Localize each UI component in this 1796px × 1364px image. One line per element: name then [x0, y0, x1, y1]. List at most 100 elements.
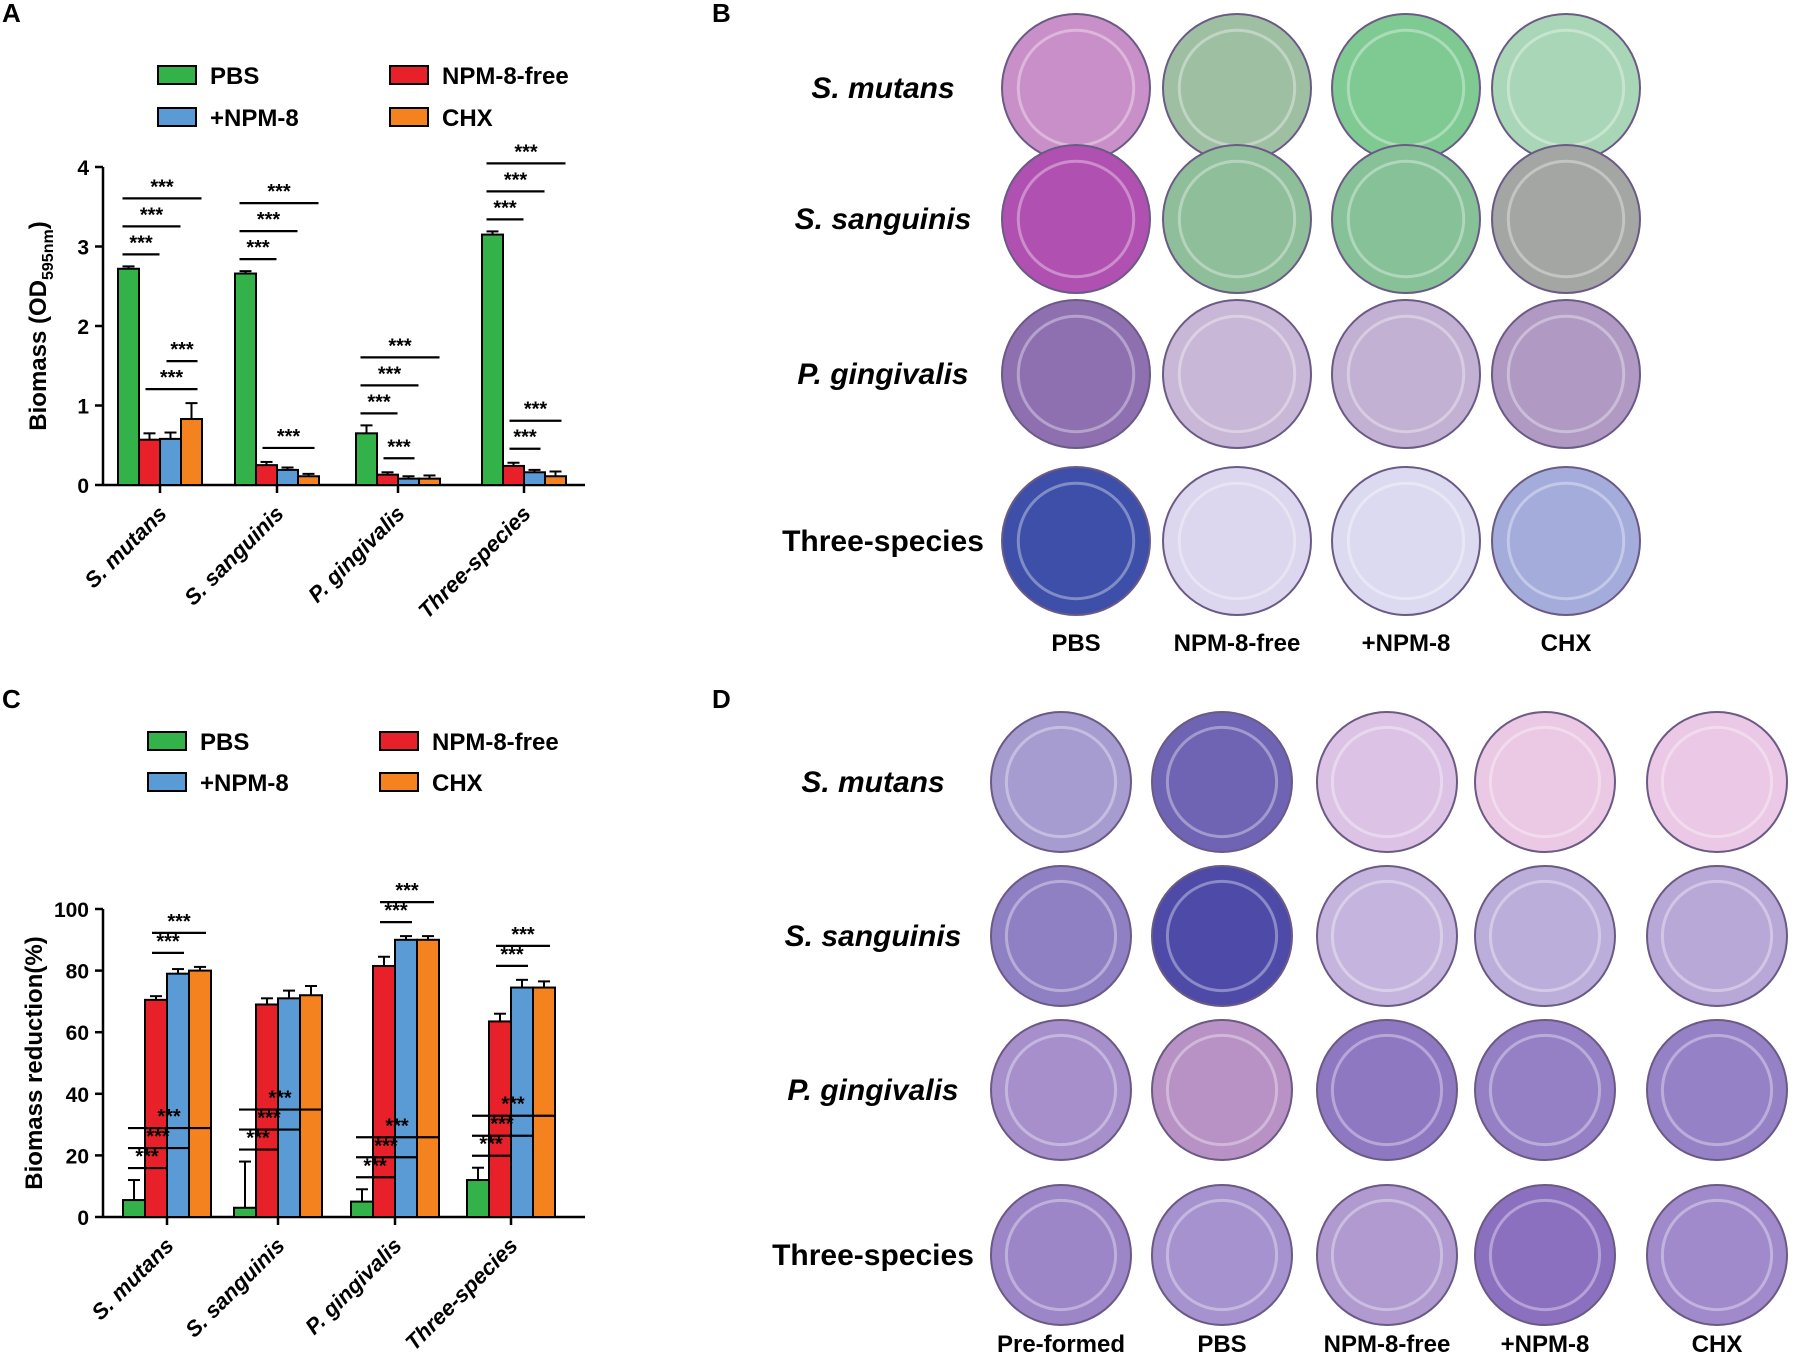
panel-d-well-rim	[1330, 725, 1444, 839]
y-tick-label: 40	[66, 1084, 89, 1107]
bar-s-mutans-chx	[180, 418, 203, 487]
bar-s-mutans-pbs	[122, 1199, 146, 1219]
panel-b-column-label-pbs: PBS	[1051, 630, 1100, 657]
panel-d-column-label-npm-8-free: NPM-8-free	[1324, 1331, 1451, 1358]
y-axis-title: Biomass reduction(%)	[21, 936, 48, 1189]
panel-d-well-s-mutans-npm-8-free	[1316, 711, 1458, 853]
panel-d-well-rim	[1165, 1033, 1279, 1147]
bar-s-mutans-chx	[188, 969, 212, 1218]
significance-label: ***	[257, 209, 281, 231]
significance-label: ***	[514, 141, 538, 163]
significance-label: ***	[378, 363, 402, 385]
panel-d-well-rim	[1488, 725, 1602, 839]
panel-d-well-rim	[1004, 1198, 1118, 1312]
legend-label-pbs: PBS	[200, 729, 249, 756]
panel-d-well-rim	[1330, 1198, 1444, 1312]
significance-label: ***	[135, 1146, 159, 1168]
significance-label: ***	[268, 1088, 292, 1110]
significance-label: ***	[160, 367, 184, 389]
panel-d-row-label-p-gingivalis: P. gingivalis	[787, 1074, 958, 1107]
x-tick-label-p-gingivalis: P. gingivalis	[303, 501, 409, 607]
panel-b-well-p-gingivalis-npm-8	[1331, 299, 1481, 449]
bar-s-sanguinis-pbs	[233, 1206, 257, 1219]
panel-b-column-label-chx: CHX	[1541, 630, 1592, 657]
significance-label: ***	[500, 944, 524, 966]
bar-s-sanguinis-npm-8-free	[255, 464, 278, 486]
panel-d-well-rim	[1660, 879, 1774, 993]
panel-d-well-p-gingivalis-chx	[1646, 1019, 1788, 1161]
bar-three-species-npm-8	[523, 471, 546, 486]
x-tick-label-s-sanguinis: S. sanguinis	[180, 1233, 289, 1342]
panel-d-well-rim	[1488, 1033, 1602, 1147]
panel-b-well-p-gingivalis-chx	[1491, 299, 1641, 449]
panel-b-well-rim	[1016, 314, 1136, 434]
panel-d-well-rim	[1004, 879, 1118, 993]
legend-swatch-pbs	[157, 65, 197, 85]
panel-d-well-s-sanguinis-npm-8	[1474, 865, 1616, 1007]
bar-s-mutans-npm-8	[166, 972, 190, 1218]
bar-p-gingivalis-chx	[416, 938, 440, 1218]
panel-b-well-s-mutans-pbs	[1001, 13, 1151, 163]
significance-label: ***	[146, 1126, 170, 1148]
y-tick-label: 20	[66, 1145, 89, 1168]
bar-p-gingivalis-chx	[418, 477, 441, 487]
panel-b-well-p-gingivalis-npm-8-free	[1162, 299, 1312, 449]
panel-d-well-three-species-chx	[1646, 1184, 1788, 1326]
y-axis-title: Biomass (OD595nm)	[25, 221, 57, 430]
panel-d-well-p-gingivalis-pre-formed	[990, 1019, 1132, 1161]
significance-label: ***	[374, 1135, 398, 1157]
panel-b-well-rim	[1506, 159, 1626, 279]
significance-label: ***	[367, 391, 391, 413]
legend-label-npm-8: +NPM-8	[200, 770, 289, 797]
panel-b-column-label-npm-8: +NPM-8	[1362, 630, 1451, 657]
panel-d-well-three-species-pbs	[1151, 1184, 1293, 1326]
panel-b-row-label-s-mutans: S. mutans	[811, 72, 954, 105]
panel-b-well-rim	[1506, 314, 1626, 434]
chart-a-biomass: PBS NPM-8-free +NPM-8 CHX 0 1 2 3 4 Biomass (OD59…	[25, 63, 585, 623]
significance-label: ***	[524, 399, 548, 421]
bar-s-mutans-npm-8	[159, 437, 182, 487]
panel-d-well-three-species-npm-8-free	[1316, 1184, 1458, 1326]
panel-d-row-label-s-mutans: S. mutans	[801, 766, 944, 799]
panel-b-well-s-mutans-npm-8	[1331, 13, 1481, 163]
legend-swatch-npm-8-free	[389, 65, 429, 85]
significance-label: ***	[501, 1094, 525, 1116]
bar-p-gingivalis-npm-8	[397, 477, 420, 487]
bar-p-gingivalis-pbs	[350, 1200, 374, 1218]
panel-b-well-three-species-pbs	[1001, 466, 1151, 616]
x-tick-label-s-sanguinis: S. sanguinis	[179, 501, 288, 610]
panel-d-well-s-sanguinis-npm-8-free	[1316, 865, 1458, 1007]
legend-label-pbs: PBS	[210, 63, 259, 90]
significance-label: ***	[129, 232, 153, 254]
significance-label: ***	[170, 339, 194, 361]
y-tick-label: 60	[66, 1022, 89, 1045]
y-tick-label: 0	[77, 475, 89, 498]
significance-label: ***	[277, 426, 301, 448]
panel-b-well-s-sanguinis-pbs	[1001, 144, 1151, 294]
panel-d-column-label-npm-8: +NPM-8	[1501, 1331, 1590, 1358]
legend-swatch-npm-8	[147, 772, 187, 792]
panel-b-well-rim	[1177, 314, 1297, 434]
bar-three-species-pbs	[466, 1179, 490, 1219]
panel-b-row-label-p-gingivalis: P. gingivalis	[797, 358, 968, 391]
panel-b-well-images: S. mutans S. sanguinis P. gingivalis Three-…	[782, 13, 1641, 657]
panel-b-well-s-sanguinis-chx	[1491, 144, 1641, 294]
panel-d-well-rim	[1660, 1033, 1774, 1147]
panel-d-well-rim	[1004, 1033, 1118, 1147]
significance-label: ***	[157, 1106, 181, 1128]
x-tick-label-three-species: Three-species	[400, 1233, 522, 1355]
panel-letter-c: C	[2, 684, 21, 714]
panel-d-well-s-mutans-chx	[1646, 711, 1788, 853]
significance-label: ***	[267, 181, 291, 203]
y-tick-label: 2	[77, 316, 89, 339]
panel-letter-a: A	[2, 0, 21, 28]
bar-three-species-pbs	[481, 233, 504, 486]
legend-swatch-npm-8-free	[379, 731, 419, 751]
panel-d-well-s-sanguinis-chx	[1646, 865, 1788, 1007]
significance-label: ***	[257, 1108, 281, 1130]
legend-label-npm-8-free: NPM-8-free	[432, 729, 559, 756]
panel-b-row-label-s-sanguinis: S. sanguinis	[795, 203, 972, 236]
panel-d-well-s-mutans-npm-8	[1474, 711, 1616, 853]
panel-d-well-s-sanguinis-pbs	[1151, 865, 1293, 1007]
